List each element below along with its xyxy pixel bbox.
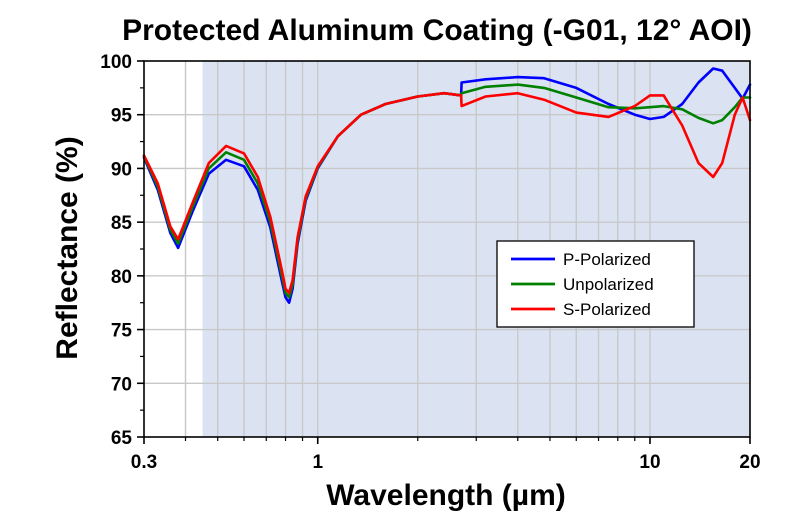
y-tick-label: 90: [111, 159, 132, 180]
series-line-s-polarized: [142, 91, 752, 295]
y-tick-label: 65: [111, 428, 133, 449]
y-axis: 65 70 75 80 85 90 95 100: [100, 52, 144, 449]
y-tick-label: 95: [111, 106, 133, 127]
x-tick-label: 0.3: [131, 452, 157, 473]
legend: P-Polarized Unpolarized S-Polarized: [496, 240, 695, 328]
y-tick-label: 100: [100, 52, 132, 73]
x-axis-label: Wavelength (µm): [326, 479, 566, 512]
chart-title: Protected Aluminum Coating (-G01, 12° AO…: [122, 14, 752, 47]
legend-label: Unpolarized: [563, 275, 654, 294]
y-tick-label: 70: [111, 374, 132, 395]
legend-label: S-Polarized: [563, 300, 651, 319]
x-axis: 0.3 1 10 20: [131, 437, 761, 473]
y-tick-label: 85: [111, 213, 133, 234]
y-axis-label: Reflectance (%): [51, 136, 84, 359]
x-tick-label: 10: [639, 452, 660, 473]
legend-label: P-Polarized: [563, 250, 651, 269]
x-tick-label: 20: [739, 452, 760, 473]
x-tick-label: 1: [312, 452, 323, 473]
y-tick-label: 80: [111, 267, 132, 288]
y-tick-label: 75: [111, 321, 133, 342]
series-group: [142, 67, 752, 305]
